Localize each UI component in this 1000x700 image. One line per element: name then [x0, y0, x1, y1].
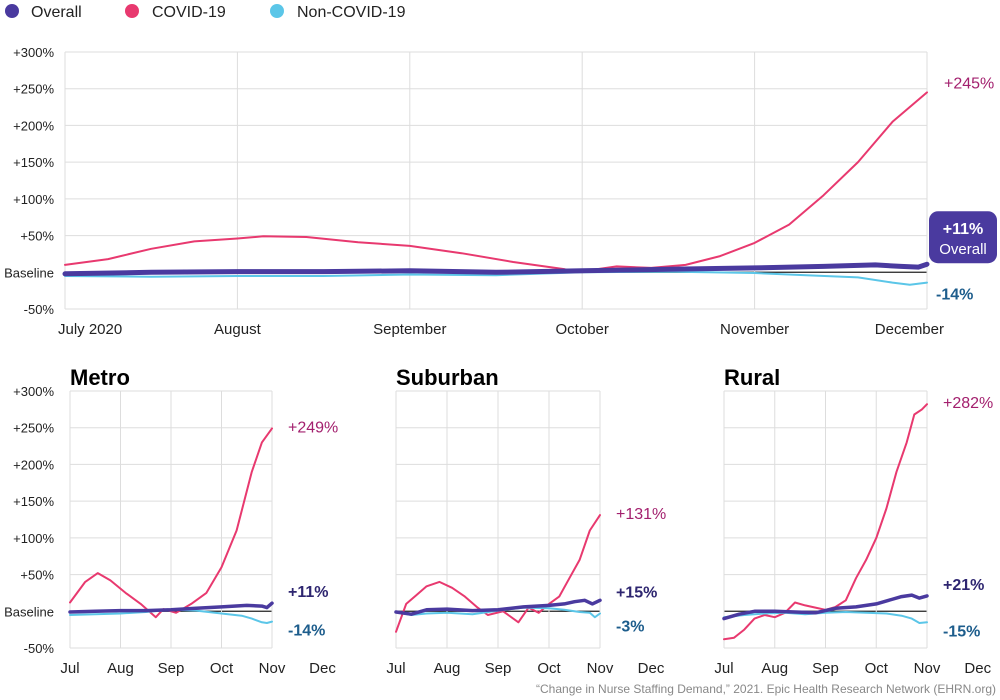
legend: Overall COVID-19 Non-COVID-19 — [5, 4, 406, 21]
x-tick-label: Jul — [386, 660, 405, 677]
chart-panels: +300% +250% +200% +150% +100% +50% Baseline -50… — [4, 45, 997, 677]
x-tick-label: Jul — [714, 660, 733, 677]
series-end-label: -14% — [936, 287, 973, 304]
y-tick-label: +250% — [13, 82, 54, 97]
x-tick-label: September — [373, 321, 446, 338]
y-tick-label: +200% — [13, 457, 54, 472]
y-tick-label: Baseline — [4, 265, 54, 280]
series-end-label: +245% — [944, 75, 994, 92]
x-tick-label: Oct — [537, 660, 561, 677]
x-tick-label: Sep — [158, 660, 185, 677]
x-tick-label: Dec — [964, 660, 991, 677]
y-tick-label: +250% — [13, 421, 54, 436]
y-tick-label: +150% — [13, 155, 54, 170]
chart-panel-0: +300% +250% +200% +150% +100% +50% Baseline -50… — [4, 45, 997, 338]
x-tick-label: Sep — [485, 660, 512, 677]
series-line-noncovid — [723, 611, 928, 624]
x-tick-label: Aug — [761, 660, 788, 677]
overall-callout-box — [929, 211, 997, 264]
y-tick-label: Baseline — [4, 604, 54, 619]
y-tick-label: +200% — [13, 118, 54, 133]
chart-panel-1: +300% +250% +200% +150% +100% +50% Baseline -50… — [4, 365, 338, 677]
x-tick-label: December — [875, 321, 944, 338]
series-line-covid — [64, 91, 928, 274]
x-tick-label: Nov — [587, 660, 614, 677]
legend-label-0: Overall — [31, 4, 82, 21]
x-tick-label: Aug — [107, 660, 134, 677]
panel-title: Suburban — [396, 365, 499, 390]
x-tick-label: Dec — [309, 660, 336, 677]
y-tick-label: +300% — [13, 45, 54, 60]
legend-marker-0 — [5, 4, 19, 18]
y-tick-label: +100% — [13, 531, 54, 546]
chart-panel-3: Jul Aug Sep Oct Nov Dec Rural +282% -15% +21% — [714, 365, 993, 677]
x-tick-label: Aug — [434, 660, 461, 677]
series-line-overall — [722, 593, 929, 621]
series-end-label: +282% — [943, 395, 993, 412]
x-tick-label: Sep — [812, 660, 839, 677]
series-end-label: -14% — [288, 623, 325, 640]
series-line-overall — [62, 261, 930, 277]
x-tick-label: October — [556, 321, 609, 338]
y-tick-label: +150% — [13, 494, 54, 509]
panel-title: Metro — [70, 365, 130, 390]
legend-label-1: COVID-19 — [152, 4, 226, 21]
series-line-covid — [395, 514, 601, 633]
x-tick-label: Dec — [638, 660, 665, 677]
series-end-label: +249% — [288, 419, 338, 436]
series-end-label: +11% — [288, 584, 328, 601]
series-line-overall — [68, 601, 274, 614]
legend-marker-1 — [125, 4, 139, 18]
x-tick-label: Oct — [865, 660, 889, 677]
x-tick-label: Oct — [210, 660, 234, 677]
series-end-label: -3% — [616, 618, 644, 635]
panel-title: Rural — [724, 365, 780, 390]
series-end-label: +15% — [616, 584, 657, 601]
series-end-label: +131% — [616, 506, 666, 523]
y-tick-label: +50% — [20, 568, 54, 583]
x-tick-label: November — [720, 321, 789, 338]
legend-marker-2 — [270, 4, 284, 18]
y-tick-label: +100% — [13, 192, 54, 207]
series-end-label: +11% — [943, 221, 983, 238]
series-end-label: +21% — [943, 577, 984, 594]
x-tick-label: Nov — [259, 660, 286, 677]
x-tick-label: July 2020 — [58, 321, 122, 338]
y-tick-label: +300% — [13, 384, 54, 399]
series-line-noncovid — [69, 608, 273, 624]
y-tick-label: +50% — [20, 229, 54, 244]
series-line-overall — [394, 598, 602, 616]
y-tick-label: -50% — [24, 302, 55, 317]
y-tick-label: -50% — [24, 641, 55, 656]
x-tick-label: August — [214, 321, 262, 338]
x-tick-label: Jul — [60, 660, 79, 677]
source-note: “Change in Nurse Staffing Demand,” 2021.… — [536, 682, 996, 696]
series-end-label: -15% — [943, 623, 980, 640]
x-tick-label: Nov — [914, 660, 941, 677]
series-end-sublabel: Overall — [939, 241, 987, 258]
legend-label-2: Non-COVID-19 — [297, 4, 406, 21]
chart-panel-2: Jul Aug Sep Oct Nov Dec Suburban +131% -3% +15% — [386, 365, 666, 677]
